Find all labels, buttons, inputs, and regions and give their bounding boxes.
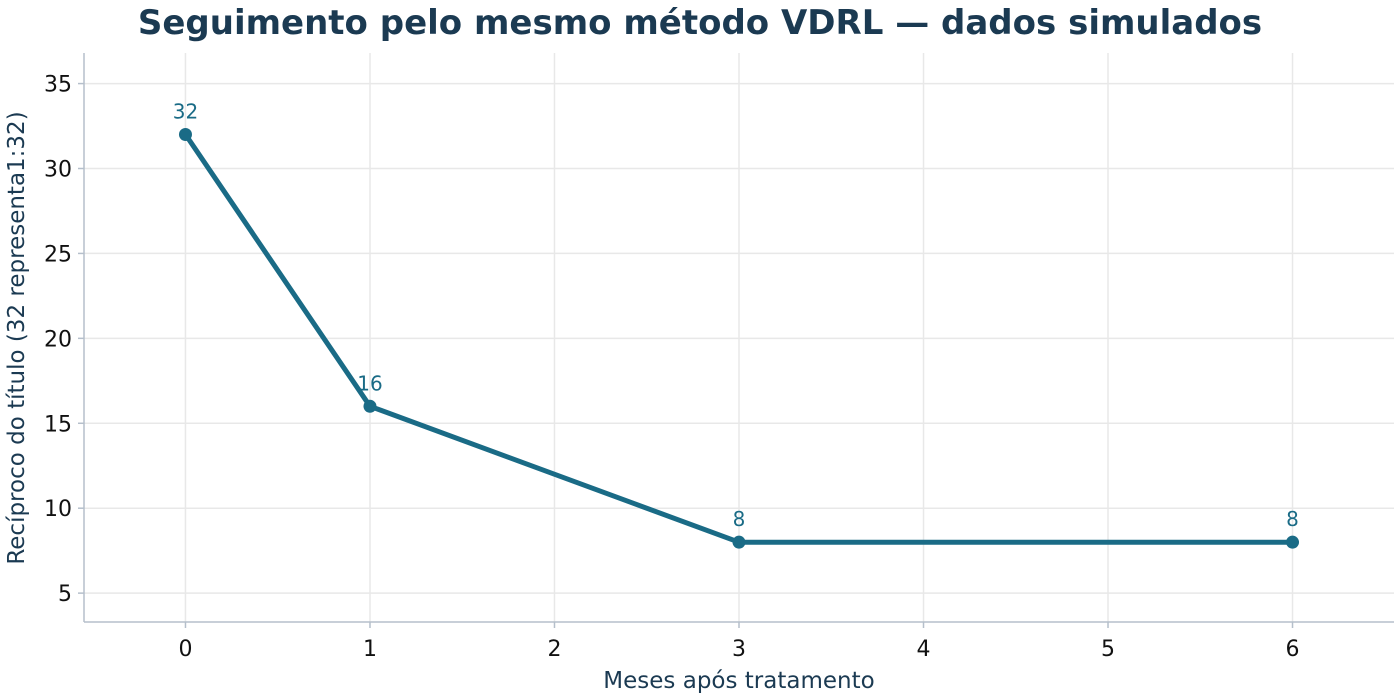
series: 32 16 8 8 — [173, 100, 1300, 549]
y-tick-label: 15 — [44, 412, 72, 437]
grid — [84, 53, 1394, 622]
y-tick-label: 35 — [44, 73, 72, 98]
x-tick-label: 0 — [178, 637, 192, 662]
y-tick-label: 20 — [44, 327, 72, 352]
y-tick-label: 25 — [44, 242, 72, 267]
chart-title: Seguimento pelo mesmo método VDRL — dado… — [138, 3, 1262, 43]
y-tick-label: 10 — [44, 497, 72, 522]
data-point — [1286, 535, 1300, 549]
data-label: 16 — [357, 371, 382, 395]
y-tick-label: 30 — [44, 157, 72, 182]
x-tick-label: 2 — [547, 637, 561, 662]
y-axis-label: Recíproco do título (32 representa1:32) — [4, 111, 30, 564]
y-tick-label: 5 — [58, 582, 72, 607]
data-label: 8 — [733, 507, 746, 531]
x-tick-label: 3 — [732, 637, 746, 662]
x-tick-label: 6 — [1286, 637, 1300, 662]
axis-ticks: 0 1 2 3 4 5 6 5 10 15 20 25 30 35 — [44, 73, 1300, 662]
data-label: 8 — [1286, 507, 1299, 531]
data-point — [178, 128, 192, 142]
x-axis-label: Meses após tratamento — [603, 668, 874, 694]
x-tick-label: 5 — [1101, 637, 1115, 662]
series-line — [183, 132, 1295, 545]
x-tick-label: 1 — [363, 637, 377, 662]
data-point — [363, 399, 377, 413]
data-label: 32 — [173, 100, 198, 124]
x-tick-label: 4 — [917, 637, 931, 662]
data-point — [732, 535, 746, 549]
